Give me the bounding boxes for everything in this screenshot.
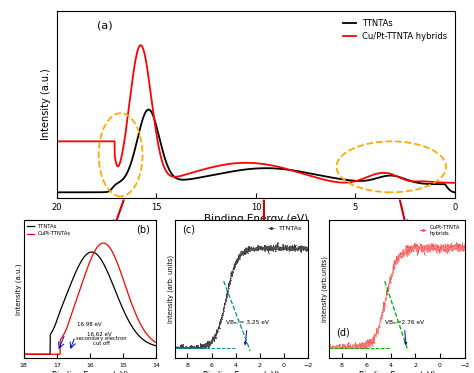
- Text: (d): (d): [336, 328, 350, 338]
- Y-axis label: Intensity (a.u.): Intensity (a.u.): [16, 263, 22, 315]
- Text: (b): (b): [136, 224, 150, 234]
- Text: (c): (c): [182, 224, 195, 234]
- Text: VBₘ=2.76 eV: VBₘ=2.76 eV: [385, 320, 424, 344]
- Text: VBₘ = 3.25 eV: VBₘ = 3.25 eV: [226, 320, 269, 344]
- X-axis label: Binding Energy (eV): Binding Energy (eV): [52, 371, 128, 373]
- Legend: TTNTAs: TTNTAs: [265, 223, 305, 233]
- Y-axis label: Intensity (arb. units): Intensity (arb. units): [167, 255, 174, 323]
- Text: 16.62 eV: 16.62 eV: [87, 332, 111, 337]
- X-axis label: Binding Energy (eV): Binding Energy (eV): [359, 371, 435, 373]
- X-axis label: Binding Energy (eV): Binding Energy (eV): [204, 214, 308, 224]
- Text: secondary electron
cut off: secondary electron cut off: [76, 335, 127, 346]
- Legend: CuPt-TTNTA
hybrids: CuPt-TTNTA hybrids: [418, 223, 462, 238]
- X-axis label: Binding Energy (eV): Binding Energy (eV): [203, 371, 280, 373]
- Text: (a): (a): [97, 21, 112, 31]
- Text: 16.98 eV: 16.98 eV: [77, 322, 101, 327]
- Y-axis label: Intensity (arb.units): Intensity (arb.units): [321, 256, 328, 322]
- Legend: TTNTAs, CuPt-TTNTAs: TTNTAs, CuPt-TTNTAs: [27, 223, 72, 238]
- Legend: TTNTAs, Cu/Pt-TTNTA hybrids: TTNTAs, Cu/Pt-TTNTA hybrids: [340, 15, 451, 44]
- Y-axis label: Intensity (a.u.): Intensity (a.u.): [41, 69, 51, 140]
